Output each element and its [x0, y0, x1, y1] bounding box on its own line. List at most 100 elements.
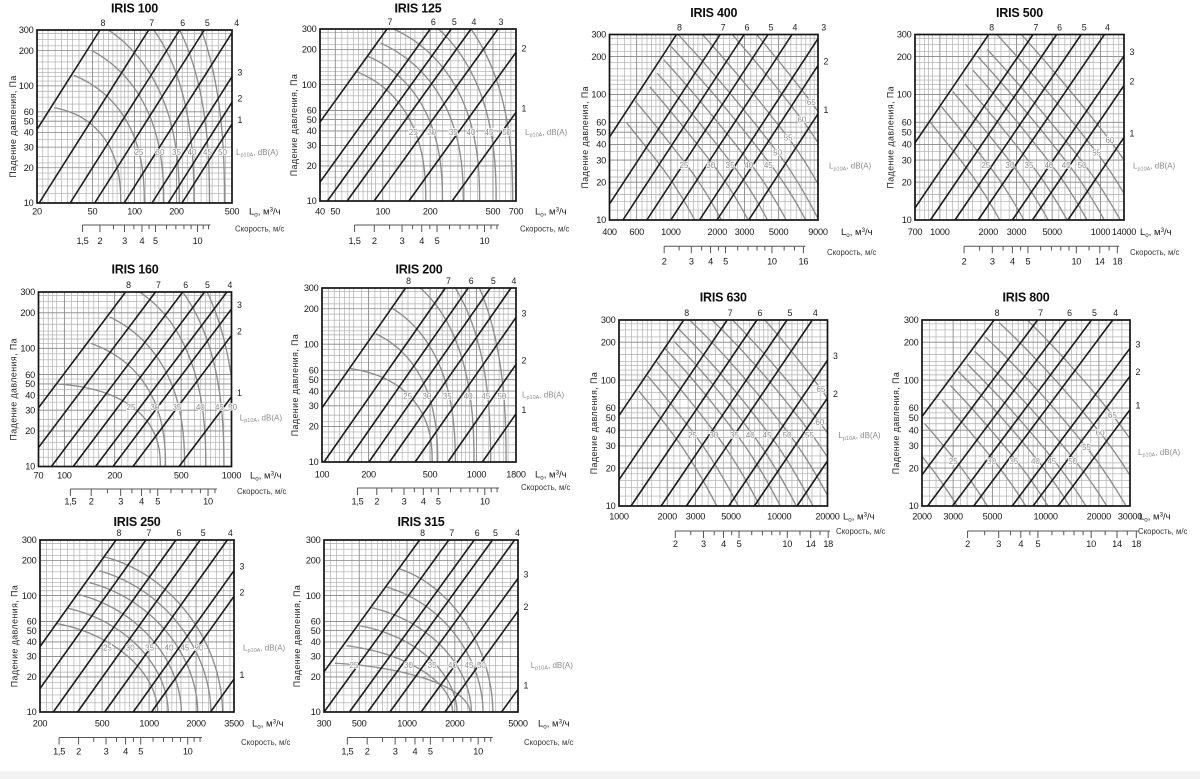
- svg-text:6: 6: [1067, 308, 1072, 318]
- svg-text:5: 5: [769, 23, 774, 33]
- svg-text:30: 30: [126, 643, 135, 652]
- svg-text:400: 400: [602, 227, 617, 237]
- svg-text:50: 50: [25, 379, 35, 389]
- svg-text:6: 6: [757, 308, 762, 318]
- svg-text:3: 3: [821, 23, 826, 33]
- svg-text:10: 10: [311, 707, 321, 717]
- svg-text:4: 4: [793, 23, 798, 33]
- svg-text:7: 7: [156, 280, 161, 290]
- svg-text:40: 40: [315, 207, 325, 217]
- svg-text:IRIS 400: IRIS 400: [690, 6, 737, 20]
- svg-text:40: 40: [746, 431, 755, 440]
- svg-text:2: 2: [98, 236, 103, 246]
- svg-text:100: 100: [591, 90, 606, 100]
- svg-text:8: 8: [677, 23, 682, 33]
- svg-text:60: 60: [606, 403, 616, 413]
- svg-text:4: 4: [123, 747, 128, 757]
- svg-text:40: 40: [744, 161, 753, 170]
- svg-text:IRIS 315: IRIS 315: [397, 515, 444, 529]
- svg-text:30: 30: [156, 148, 165, 157]
- svg-text:35: 35: [1009, 457, 1018, 466]
- svg-text:2: 2: [76, 747, 81, 757]
- svg-text:4: 4: [472, 17, 477, 27]
- svg-text:200: 200: [22, 556, 37, 566]
- svg-text:IRIS 200: IRIS 200: [395, 263, 442, 277]
- svg-text:2: 2: [965, 539, 970, 549]
- svg-text:1: 1: [522, 405, 527, 415]
- svg-text:3000: 3000: [686, 512, 706, 522]
- svg-text:4: 4: [413, 747, 418, 757]
- svg-text:300: 300: [904, 315, 919, 325]
- svg-text:IRIS 160: IRIS 160: [111, 263, 158, 277]
- svg-text:10: 10: [596, 215, 606, 225]
- svg-text:70: 70: [34, 471, 44, 481]
- svg-text:40: 40: [311, 637, 321, 647]
- svg-text:14: 14: [806, 539, 816, 549]
- svg-text:600: 600: [629, 227, 644, 237]
- svg-text:8: 8: [684, 308, 689, 318]
- svg-text:Скорость, м/с: Скорость, м/с: [235, 225, 285, 234]
- svg-text:50: 50: [307, 115, 317, 125]
- svg-text:8: 8: [101, 18, 106, 28]
- svg-text:300: 300: [19, 25, 34, 35]
- svg-text:16: 16: [799, 257, 809, 267]
- svg-text:100: 100: [127, 207, 142, 217]
- svg-text:18: 18: [823, 539, 833, 549]
- svg-text:Падение давления, Па: Падение давления, Па: [292, 585, 302, 688]
- svg-text:1800: 1800: [506, 470, 526, 480]
- svg-text:2: 2: [1130, 77, 1135, 87]
- svg-text:25: 25: [688, 431, 697, 440]
- svg-text:IRIS 500: IRIS 500: [996, 6, 1043, 20]
- svg-text:45: 45: [485, 128, 494, 137]
- svg-text:5: 5: [452, 17, 457, 27]
- svg-text:100: 100: [20, 344, 35, 354]
- svg-text:10000: 10000: [1033, 512, 1057, 522]
- svg-text:1000: 1000: [397, 719, 417, 729]
- svg-text:5: 5: [436, 497, 441, 507]
- svg-text:10: 10: [606, 501, 616, 511]
- svg-text:200: 200: [20, 308, 35, 318]
- svg-text:2: 2: [1136, 367, 1141, 377]
- svg-text:3: 3: [122, 236, 127, 246]
- svg-text:60: 60: [1096, 429, 1105, 438]
- svg-text:100: 100: [19, 81, 34, 91]
- svg-text:4: 4: [419, 236, 424, 246]
- svg-text:500: 500: [225, 207, 240, 217]
- svg-text:100: 100: [22, 591, 37, 601]
- svg-text:6: 6: [183, 280, 188, 290]
- svg-text:45: 45: [215, 403, 224, 412]
- svg-text:4: 4: [1010, 257, 1015, 267]
- svg-text:50: 50: [497, 392, 506, 401]
- svg-text:2: 2: [240, 587, 245, 597]
- svg-text:3: 3: [833, 351, 838, 361]
- svg-text:40: 40: [165, 643, 174, 652]
- svg-text:65: 65: [816, 385, 825, 394]
- svg-text:5: 5: [1035, 539, 1040, 549]
- svg-text:7: 7: [449, 528, 454, 538]
- svg-text:5: 5: [493, 528, 498, 538]
- svg-text:6: 6: [1057, 23, 1062, 33]
- svg-text:3: 3: [1130, 47, 1135, 57]
- svg-text:1: 1: [524, 680, 529, 690]
- svg-text:5: 5: [435, 236, 440, 246]
- svg-text:20: 20: [32, 207, 42, 217]
- svg-text:Падение давления, Па: Падение давления, Па: [289, 74, 299, 177]
- svg-text:Падение давления, Па: Падение давления, Па: [589, 372, 599, 475]
- svg-text:20: 20: [902, 177, 912, 187]
- svg-text:60: 60: [797, 115, 806, 124]
- svg-text:Lo, м3/ч: Lo, м3/ч: [1139, 512, 1171, 524]
- svg-text:45: 45: [180, 643, 189, 652]
- svg-text:Падение давления, Па: Падение давления, Па: [10, 585, 20, 688]
- svg-text:3000: 3000: [1007, 227, 1027, 237]
- svg-text:25: 25: [680, 161, 689, 170]
- svg-text:10: 10: [1071, 257, 1081, 267]
- svg-text:60: 60: [596, 117, 606, 127]
- svg-text:100: 100: [897, 90, 912, 100]
- svg-text:2: 2: [237, 327, 242, 337]
- svg-text:40: 40: [1031, 457, 1040, 466]
- svg-text:10: 10: [24, 198, 34, 208]
- svg-text:7: 7: [721, 23, 726, 33]
- svg-text:200: 200: [897, 52, 912, 62]
- svg-text:200: 200: [904, 337, 919, 347]
- svg-text:300: 300: [22, 535, 37, 545]
